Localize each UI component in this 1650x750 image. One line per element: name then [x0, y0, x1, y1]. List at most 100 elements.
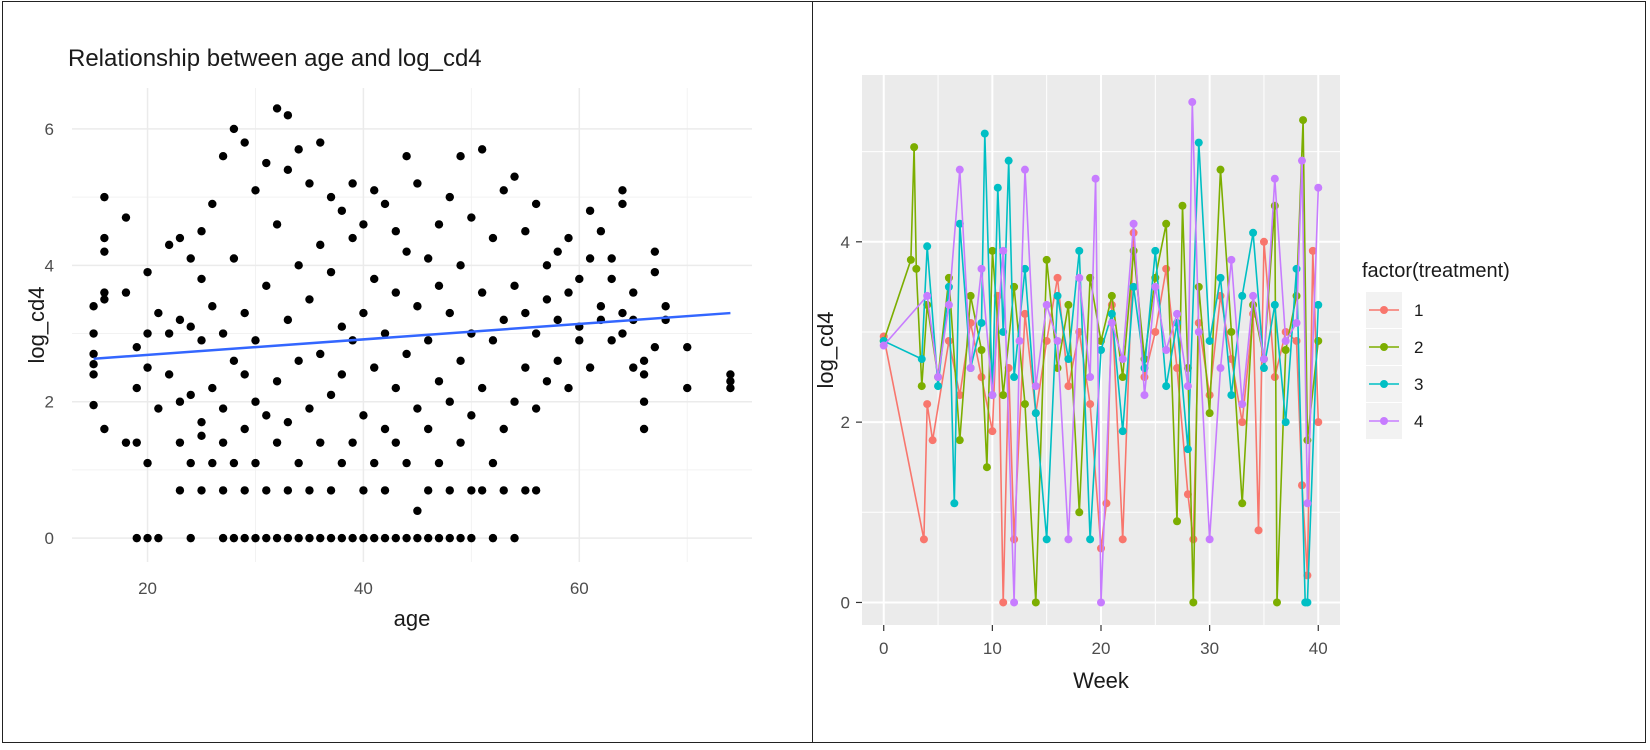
legend-label-treatment-1: 1 — [1414, 301, 1423, 320]
scatter-chart-age-log-cd4: 20 40 60 0 2 4 6 Relationship between age and l… — [24, 45, 752, 631]
scatter-point — [208, 199, 217, 209]
scatter-point — [521, 486, 530, 495]
scatter-point — [629, 288, 638, 297]
scatter-point — [445, 533, 454, 543]
scatter-point — [391, 288, 401, 297]
scatter-point — [445, 486, 454, 495]
scatter-point — [531, 486, 541, 495]
scatter-point — [316, 138, 325, 147]
scatter-point — [456, 438, 465, 447]
x-tick-label: 20 — [138, 579, 157, 598]
scatter-point — [143, 363, 152, 372]
scatter-point — [531, 329, 541, 338]
scatter-point — [607, 254, 616, 263]
series-point-treatment-2 — [917, 382, 926, 391]
scatter-point — [262, 158, 271, 168]
series-point-treatment-3 — [980, 129, 989, 138]
scatter-point — [467, 486, 476, 495]
scatter-point — [305, 404, 314, 413]
scatter-point — [683, 342, 692, 352]
scatter-point — [510, 533, 519, 543]
series-point-treatment-2 — [1270, 201, 1279, 210]
scatter-point — [326, 192, 336, 202]
series-point-treatment-2 — [1314, 336, 1323, 345]
scatter-point — [316, 438, 325, 447]
legend-key-point — [1380, 380, 1388, 388]
scatter-point — [218, 533, 228, 543]
scatter-point — [488, 233, 498, 243]
series-point-treatment-1 — [1053, 273, 1062, 282]
series-point-treatment-1 — [1020, 309, 1029, 318]
scatter-point — [499, 424, 508, 434]
series-point-treatment-3 — [944, 282, 953, 291]
series-point-treatment-2 — [1238, 499, 1247, 508]
scatter-point — [251, 533, 260, 543]
series-point-treatment-3 — [1270, 300, 1279, 309]
scatter-point — [585, 363, 595, 372]
scatter-point — [391, 227, 401, 236]
series-point-treatment-1 — [1102, 499, 1111, 508]
x-tick-label: 10 — [983, 639, 1002, 658]
y-tick-label: 0 — [841, 593, 850, 612]
series-point-treatment-3 — [934, 382, 943, 391]
scatter-point — [100, 247, 109, 256]
legend-label-treatment-4: 4 — [1414, 412, 1423, 431]
scatter-point — [434, 458, 444, 468]
series-point-treatment-4 — [1091, 174, 1100, 183]
scatter-point — [121, 288, 131, 297]
scatter-point — [283, 315, 293, 325]
scatter-point — [650, 267, 660, 277]
scatter-point — [402, 247, 411, 256]
scatter-point — [262, 533, 271, 543]
scatter-point — [564, 383, 573, 393]
series-point-treatment-1 — [955, 391, 964, 400]
scatter-point — [413, 404, 422, 413]
series-point-treatment-3 — [917, 355, 926, 364]
scatter-point — [121, 213, 131, 222]
y-tick-label: 0 — [45, 529, 54, 548]
scatter-point — [618, 186, 627, 195]
scatter-point — [488, 533, 498, 543]
scatter-point — [89, 302, 98, 311]
series-point-treatment-1 — [1238, 418, 1247, 427]
scatter-point — [434, 220, 444, 229]
series-point-treatment-3 — [1097, 346, 1105, 354]
series-point-treatment-4 — [1031, 382, 1040, 391]
scatter-point — [477, 486, 487, 495]
scatter-point — [132, 342, 141, 352]
scatter-point — [488, 458, 498, 468]
scatter-point — [337, 370, 347, 379]
series-point-treatment-4 — [1086, 373, 1095, 382]
legend-key-point — [1380, 306, 1388, 314]
series-point-treatment-2 — [1118, 373, 1127, 382]
scatter-point — [359, 486, 368, 495]
series-point-treatment-2 — [906, 255, 915, 264]
y-tick-label: 2 — [841, 413, 850, 432]
series-point-treatment-2 — [1189, 598, 1198, 607]
series-point-treatment-4 — [1183, 382, 1192, 391]
scatter-point — [370, 533, 379, 543]
legend-label-treatment-2: 2 — [1414, 338, 1423, 357]
series-point-treatment-4 — [1216, 364, 1225, 373]
scatter-point — [218, 329, 228, 338]
series-point-treatment-4 — [988, 391, 997, 400]
scatter-point — [100, 192, 109, 202]
y-tick-label: 6 — [45, 120, 54, 139]
y-axis-title: log_cd4 — [24, 286, 49, 363]
series-point-treatment-2 — [1107, 291, 1116, 300]
scatter-point — [218, 404, 228, 413]
scatter-point — [564, 233, 573, 243]
series-point-treatment-1 — [999, 598, 1008, 607]
scatter-point — [456, 152, 465, 161]
series-point-treatment-2 — [1205, 409, 1214, 418]
scatter-point — [521, 227, 530, 236]
scatter-point — [326, 390, 336, 400]
series-point-treatment-3 — [1031, 409, 1040, 418]
scatter-point — [283, 486, 293, 495]
series-point-treatment-3 — [1118, 427, 1127, 436]
scatter-point — [229, 458, 239, 468]
series-point-treatment-2 — [1162, 219, 1171, 228]
scatter-point — [467, 411, 476, 420]
scatter-point — [240, 308, 249, 318]
scatter-point — [531, 199, 541, 209]
